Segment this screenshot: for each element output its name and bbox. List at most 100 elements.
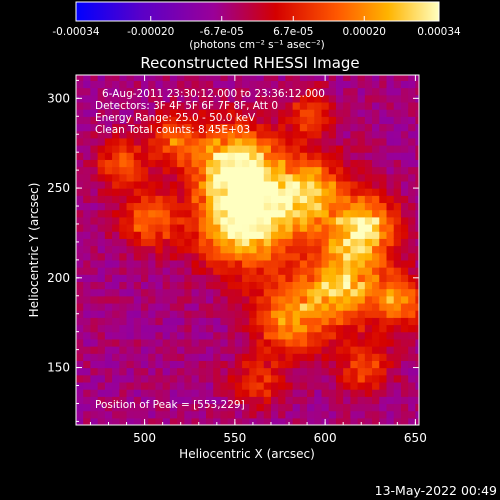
heatmap-cell	[198, 245, 207, 254]
heatmap-cell	[400, 80, 409, 89]
heatmap-cell	[133, 159, 142, 168]
heatmap-cell	[112, 245, 120, 254]
heatmap-cell	[249, 381, 258, 390]
heatmap-cell	[112, 367, 120, 376]
heatmap-cell	[292, 195, 301, 204]
heatmap-cell	[184, 101, 193, 110]
heatmap-cell	[205, 173, 214, 182]
heatmap-cell	[314, 338, 323, 347]
heatmap-cell	[104, 195, 113, 204]
heatmap-cell	[364, 396, 373, 405]
heatmap-cell	[328, 216, 337, 225]
heatmap-cell	[415, 331, 419, 340]
heatmap-cell	[307, 87, 315, 96]
heatmap-cell	[234, 152, 243, 160]
heatmap-cell	[278, 130, 287, 139]
heatmap-cell	[184, 166, 193, 175]
heatmap-cell	[104, 188, 113, 196]
heatmap-cell	[321, 396, 330, 405]
heatmap-cell	[76, 116, 84, 125]
heatmap-cell	[335, 346, 344, 354]
heatmap-cell	[285, 130, 294, 139]
heatmap-cell	[249, 374, 258, 383]
heatmap-cell	[278, 123, 287, 132]
heatmap-cell	[256, 238, 265, 247]
heatmap-cell	[379, 245, 388, 254]
heatmap-cell	[76, 75, 84, 81]
heatmap-cell	[169, 94, 178, 103]
heatmap-cell	[372, 302, 380, 311]
heatmap-cell	[364, 159, 373, 168]
heatmap-cell	[379, 274, 388, 283]
heatmap-cell	[133, 152, 142, 160]
heatmap-cell	[357, 389, 366, 397]
heatmap-cell	[234, 338, 243, 347]
heatmap-cell	[350, 274, 359, 283]
heatmap-cell	[162, 223, 171, 232]
heatmap-cell	[321, 159, 330, 168]
heatmap-cell	[162, 173, 171, 182]
heatmap-cell	[372, 274, 380, 283]
heatmap-cell	[256, 159, 265, 168]
heatmap-cell	[249, 396, 258, 405]
heatmap-cell	[104, 267, 113, 275]
heatmap-cell	[213, 152, 222, 160]
heatmap-cell	[314, 188, 323, 196]
heatmap-cell	[335, 173, 344, 182]
heatmap-cell	[90, 324, 99, 333]
heatmap-cell	[408, 324, 416, 333]
heatmap-cell	[400, 295, 409, 304]
heatmap-cell	[408, 87, 416, 96]
heatmap-cell	[393, 346, 402, 354]
heatmap-cell	[198, 123, 207, 132]
heatmap-cell	[112, 252, 120, 261]
heatmap-cell	[364, 173, 373, 182]
heatmap-cell	[408, 80, 416, 89]
heatmap-cell	[83, 302, 92, 311]
heatmap-cell	[191, 101, 200, 110]
heatmap-cell	[213, 159, 222, 168]
heatmap-cell	[299, 396, 308, 405]
heatmap-cell	[249, 173, 258, 182]
heatmap-cell	[112, 101, 120, 110]
heatmap-cell	[177, 310, 185, 318]
heatmap-cell	[112, 317, 120, 326]
heatmap-cell	[364, 109, 373, 117]
heatmap-cell	[328, 137, 337, 146]
heatmap-cell	[234, 195, 243, 204]
heatmap-cell	[242, 281, 250, 290]
heatmap-cell	[343, 202, 351, 211]
heatmap-cell	[393, 317, 402, 326]
heatmap-cell	[249, 116, 258, 125]
heatmap-cell	[126, 159, 135, 168]
heatmap-cell	[242, 195, 250, 204]
heatmap-cell	[379, 338, 388, 347]
heatmap-cell	[198, 180, 207, 189]
heatmap-cell	[205, 166, 214, 175]
heatmap-cell	[133, 137, 142, 146]
heatmap-cell	[408, 331, 416, 340]
heatmap-cell	[357, 417, 366, 425]
heatmap-cell	[307, 75, 315, 81]
heatmap-cell	[169, 295, 178, 304]
heatmap-cell	[198, 238, 207, 247]
heatmap-cell	[328, 346, 337, 354]
heatmap-cell	[321, 267, 330, 275]
heatmap-cell	[350, 195, 359, 204]
heatmap-cell	[350, 137, 359, 146]
heatmap-cell	[285, 346, 294, 354]
heatmap-cell	[270, 252, 279, 261]
colorbar-tick-label: -6.7e-05	[200, 26, 244, 38]
heatmap-cell	[292, 252, 301, 261]
heatmap-cell	[242, 173, 250, 182]
heatmap-cell	[292, 381, 301, 390]
heatmap-cell	[350, 374, 359, 383]
heatmap-cell	[90, 166, 99, 175]
heatmap-cell	[140, 173, 149, 182]
heatmap-cell	[90, 338, 99, 347]
heatmap-cell	[343, 403, 351, 412]
heatmap-cell	[97, 123, 106, 132]
heatmap-cell	[328, 267, 337, 275]
heatmap-cell	[177, 389, 185, 397]
heatmap-cell	[112, 152, 120, 160]
